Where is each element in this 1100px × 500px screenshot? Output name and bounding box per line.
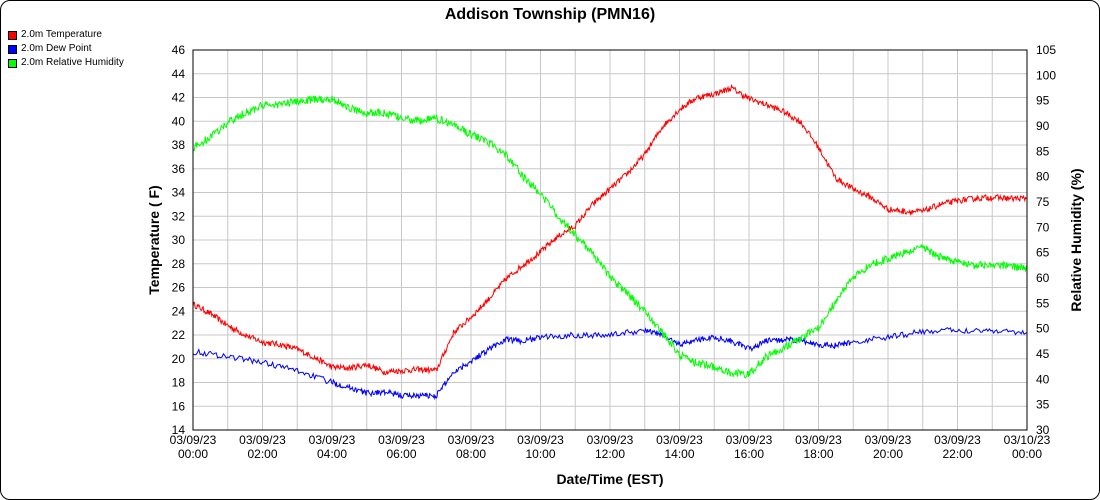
y-right-tick-label: 45 — [1036, 347, 1050, 361]
series-layer — [192, 83, 1028, 401]
y-left-tick-label: 20 — [172, 352, 186, 366]
legend-label-dew-point: 2.0m Dew Point — [21, 43, 92, 54]
y-right-tick-label: 105 — [1036, 43, 1056, 57]
x-tick-label: 03/09/23 22:00 — [934, 433, 981, 461]
plot-border — [192, 49, 1028, 431]
legend-swatch-dew-point — [8, 44, 17, 54]
y-left-tick-label: 26 — [172, 281, 186, 295]
y-left-tick-label: 30 — [172, 233, 186, 247]
y-right-tick-label: 50 — [1036, 322, 1050, 336]
y-left-tick-label: 46 — [172, 43, 186, 57]
y-left-tick-label: 40 — [172, 114, 186, 128]
legend-swatch-temperature — [8, 30, 17, 40]
x-tick-label: 03/10/23 00:00 — [1004, 433, 1051, 461]
legend-swatch-relative-humidity — [8, 58, 17, 68]
x-tick-label: 03/09/23 02:00 — [239, 433, 286, 461]
y-right-tick-label: 35 — [1036, 398, 1050, 412]
legend-label-temperature: 2.0m Temperature — [21, 29, 102, 40]
left-axis-ticks: 14 16 18 20 22 24 26 28 30 32 34 36 38 40 42 44 46 — [172, 43, 186, 437]
y-right-tick-label: 55 — [1036, 296, 1050, 310]
y-right-tick-label: 80 — [1036, 170, 1050, 184]
y-left-tick-label: 38 — [172, 138, 186, 152]
x-tick-label: 03/09/23 16:00 — [726, 433, 773, 461]
legend-label-relative-humidity: 2.0m Relative Humidity — [21, 57, 124, 68]
y-axis-left-label: Temperature ( F) — [146, 185, 162, 294]
y-left-tick-label: 28 — [172, 257, 186, 271]
series-line-0 — [192, 83, 1028, 376]
x-tick-label: 03/09/23 04:00 — [309, 433, 356, 461]
x-tick-label: 03/09/23 20:00 — [865, 433, 912, 461]
y-left-tick-label: 34 — [172, 186, 186, 200]
y-right-tick-label: 75 — [1036, 195, 1050, 209]
y-right-tick-label: 40 — [1036, 372, 1050, 386]
x-axis-label: Date/Time (EST) — [556, 471, 663, 487]
y-right-tick-label: 85 — [1036, 144, 1050, 158]
x-tick-label: 03/09/23 14:00 — [656, 433, 703, 461]
y-right-tick-label: 95 — [1036, 94, 1050, 108]
series-line-2 — [192, 95, 1028, 379]
x-tick-label: 03/09/23 08:00 — [448, 433, 495, 461]
y-left-tick-label: 42 — [172, 91, 186, 105]
x-tick-label: 03/09/23 06:00 — [378, 433, 425, 461]
legend: 2.0m Temperature 2.0m Dew Point 2.0m Rel… — [8, 28, 124, 70]
y-left-tick-label: 24 — [172, 304, 186, 318]
grid — [192, 49, 1028, 431]
y-left-tick-label: 18 — [172, 376, 186, 390]
legend-item-temperature: 2.0m Temperature — [8, 28, 124, 42]
x-tick-label: 03/09/23 10:00 — [517, 433, 564, 461]
x-tick-label: 03/09/23 12:00 — [587, 433, 634, 461]
y-left-tick-label: 44 — [172, 67, 186, 81]
chart-title: Addison Township (PMN16) — [445, 6, 655, 23]
x-tick-label: 03/09/23 00:00 — [170, 433, 217, 461]
right-axis-ticks: 30 35 40 45 50 55 60 65 70 75 80 85 90 95 100 105 — [1036, 43, 1056, 437]
y-axis-right-label: Relative Humidity (%) — [1068, 168, 1084, 311]
x-tick-label: 03/09/23 18:00 — [795, 433, 842, 461]
legend-item-dew-point: 2.0m Dew Point — [8, 42, 124, 56]
series-line-1 — [192, 326, 1028, 401]
y-right-tick-label: 70 — [1036, 220, 1050, 234]
x-axis-ticks: 03/09/23 00:00 03/09/23 02:00 03/09/23 04:00 0… — [170, 433, 1051, 461]
y-left-tick-label: 36 — [172, 162, 186, 176]
y-left-tick-label: 16 — [172, 399, 186, 413]
y-left-tick-label: 14 — [172, 423, 186, 437]
y-right-tick-label: 60 — [1036, 271, 1050, 285]
y-right-tick-label: 30 — [1036, 423, 1050, 437]
y-left-tick-label: 22 — [172, 328, 186, 342]
y-left-tick-label: 32 — [172, 209, 186, 223]
y-right-tick-label: 100 — [1036, 68, 1056, 82]
legend-item-relative-humidity: 2.0m Relative Humidity — [8, 56, 124, 70]
y-right-tick-label: 90 — [1036, 119, 1050, 133]
y-right-tick-label: 65 — [1036, 246, 1050, 260]
